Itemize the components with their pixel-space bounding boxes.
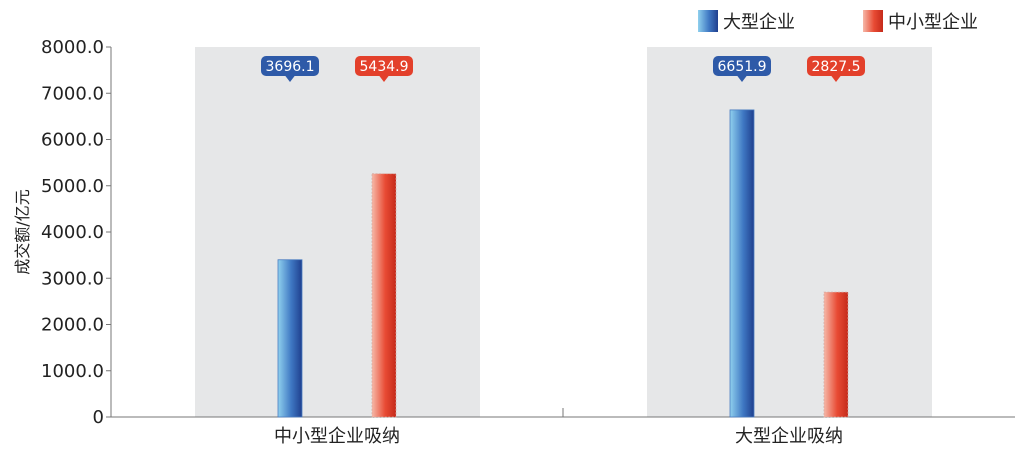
y-tick-label: 6000.0: [41, 130, 104, 151]
x-axis-categories: 中小型企业吸纳 大型企业吸纳: [274, 408, 843, 447]
data-label: 2827.5: [812, 59, 861, 75]
bar-small-2: [823, 291, 849, 418]
data-label-pointer: [737, 75, 747, 82]
y-tick-label: 1000.0: [41, 361, 104, 382]
y-tick-label: 3000.0: [41, 268, 104, 289]
data-label-bubble: [713, 56, 771, 76]
data-label-pointer: [379, 75, 389, 82]
y-tick-label: 2000.0: [41, 315, 104, 336]
category-band-1: [195, 47, 480, 417]
y-tick-label: 8000.0: [41, 37, 104, 58]
bars: [277, 109, 849, 418]
legend-swatch-large: [698, 10, 718, 32]
y-tick-label: 7000.0: [41, 83, 104, 104]
y-axis-title: 成交额/亿元: [13, 189, 32, 274]
bar-large-1: [277, 259, 303, 418]
data-label-pointer: [285, 75, 295, 82]
bar-large-2: [729, 109, 755, 418]
legend: 大型企业 中小型企业: [698, 10, 978, 33]
x-category-label: 中小型企业吸纳: [274, 426, 400, 447]
data-label: 3696.1: [266, 59, 315, 75]
data-label-bubble: [355, 56, 413, 76]
data-labels: 3696.1 6651.9 5434.9 2827.5: [261, 56, 865, 82]
legend-swatch-small: [863, 10, 883, 32]
bar-small-1: [371, 173, 397, 418]
data-label: 5434.9: [360, 59, 409, 75]
x-category-label: 大型企业吸纳: [735, 426, 843, 447]
y-tick-label: 4000.0: [41, 222, 104, 243]
legend-label: 大型企业: [723, 12, 795, 33]
y-tick-label: 0: [93, 407, 104, 428]
category-band-2: [647, 47, 932, 417]
y-tick-label: 5000.0: [41, 176, 104, 197]
data-label-bubble: [261, 56, 319, 76]
y-axis-ticks: 0 1000.0 2000.0 3000.0 4000.0 5000.0 6000.0 700…: [41, 37, 111, 428]
legend-label: 中小型企业: [888, 12, 978, 33]
data-label: 6651.9: [718, 59, 767, 75]
category-bands: [195, 47, 932, 417]
data-label-pointer: [831, 75, 841, 82]
data-label-bubble: [807, 56, 865, 76]
